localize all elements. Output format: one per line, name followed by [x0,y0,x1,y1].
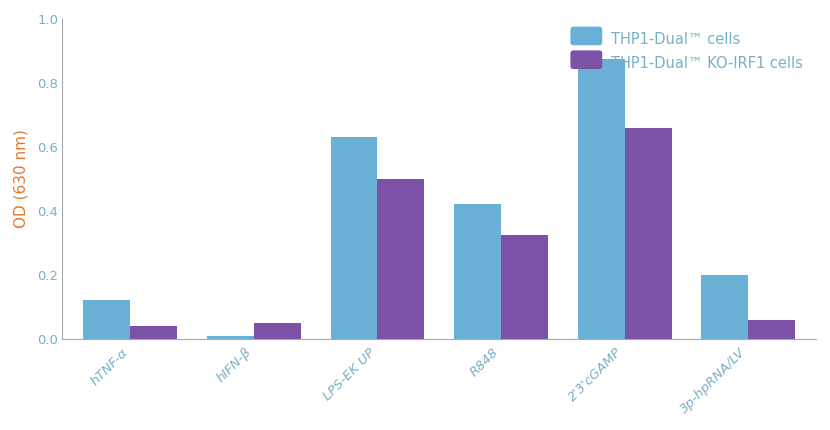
Bar [130,326,178,339]
Bar [83,301,130,339]
Bar [454,204,501,339]
Bar [378,179,424,339]
Bar [701,275,748,339]
Legend: THP1-Dual™ cells, THP1-Dual™ KO-IRF1 cells: THP1-Dual™ cells, THP1-Dual™ KO-IRF1 cel… [568,26,808,77]
Bar [207,335,254,339]
Y-axis label: OD (630 nm): OD (630 nm) [14,129,29,228]
Bar [254,323,300,339]
Bar [501,235,548,339]
Bar [625,128,671,339]
Bar [578,59,625,339]
Bar [748,319,795,339]
Bar [330,137,378,339]
